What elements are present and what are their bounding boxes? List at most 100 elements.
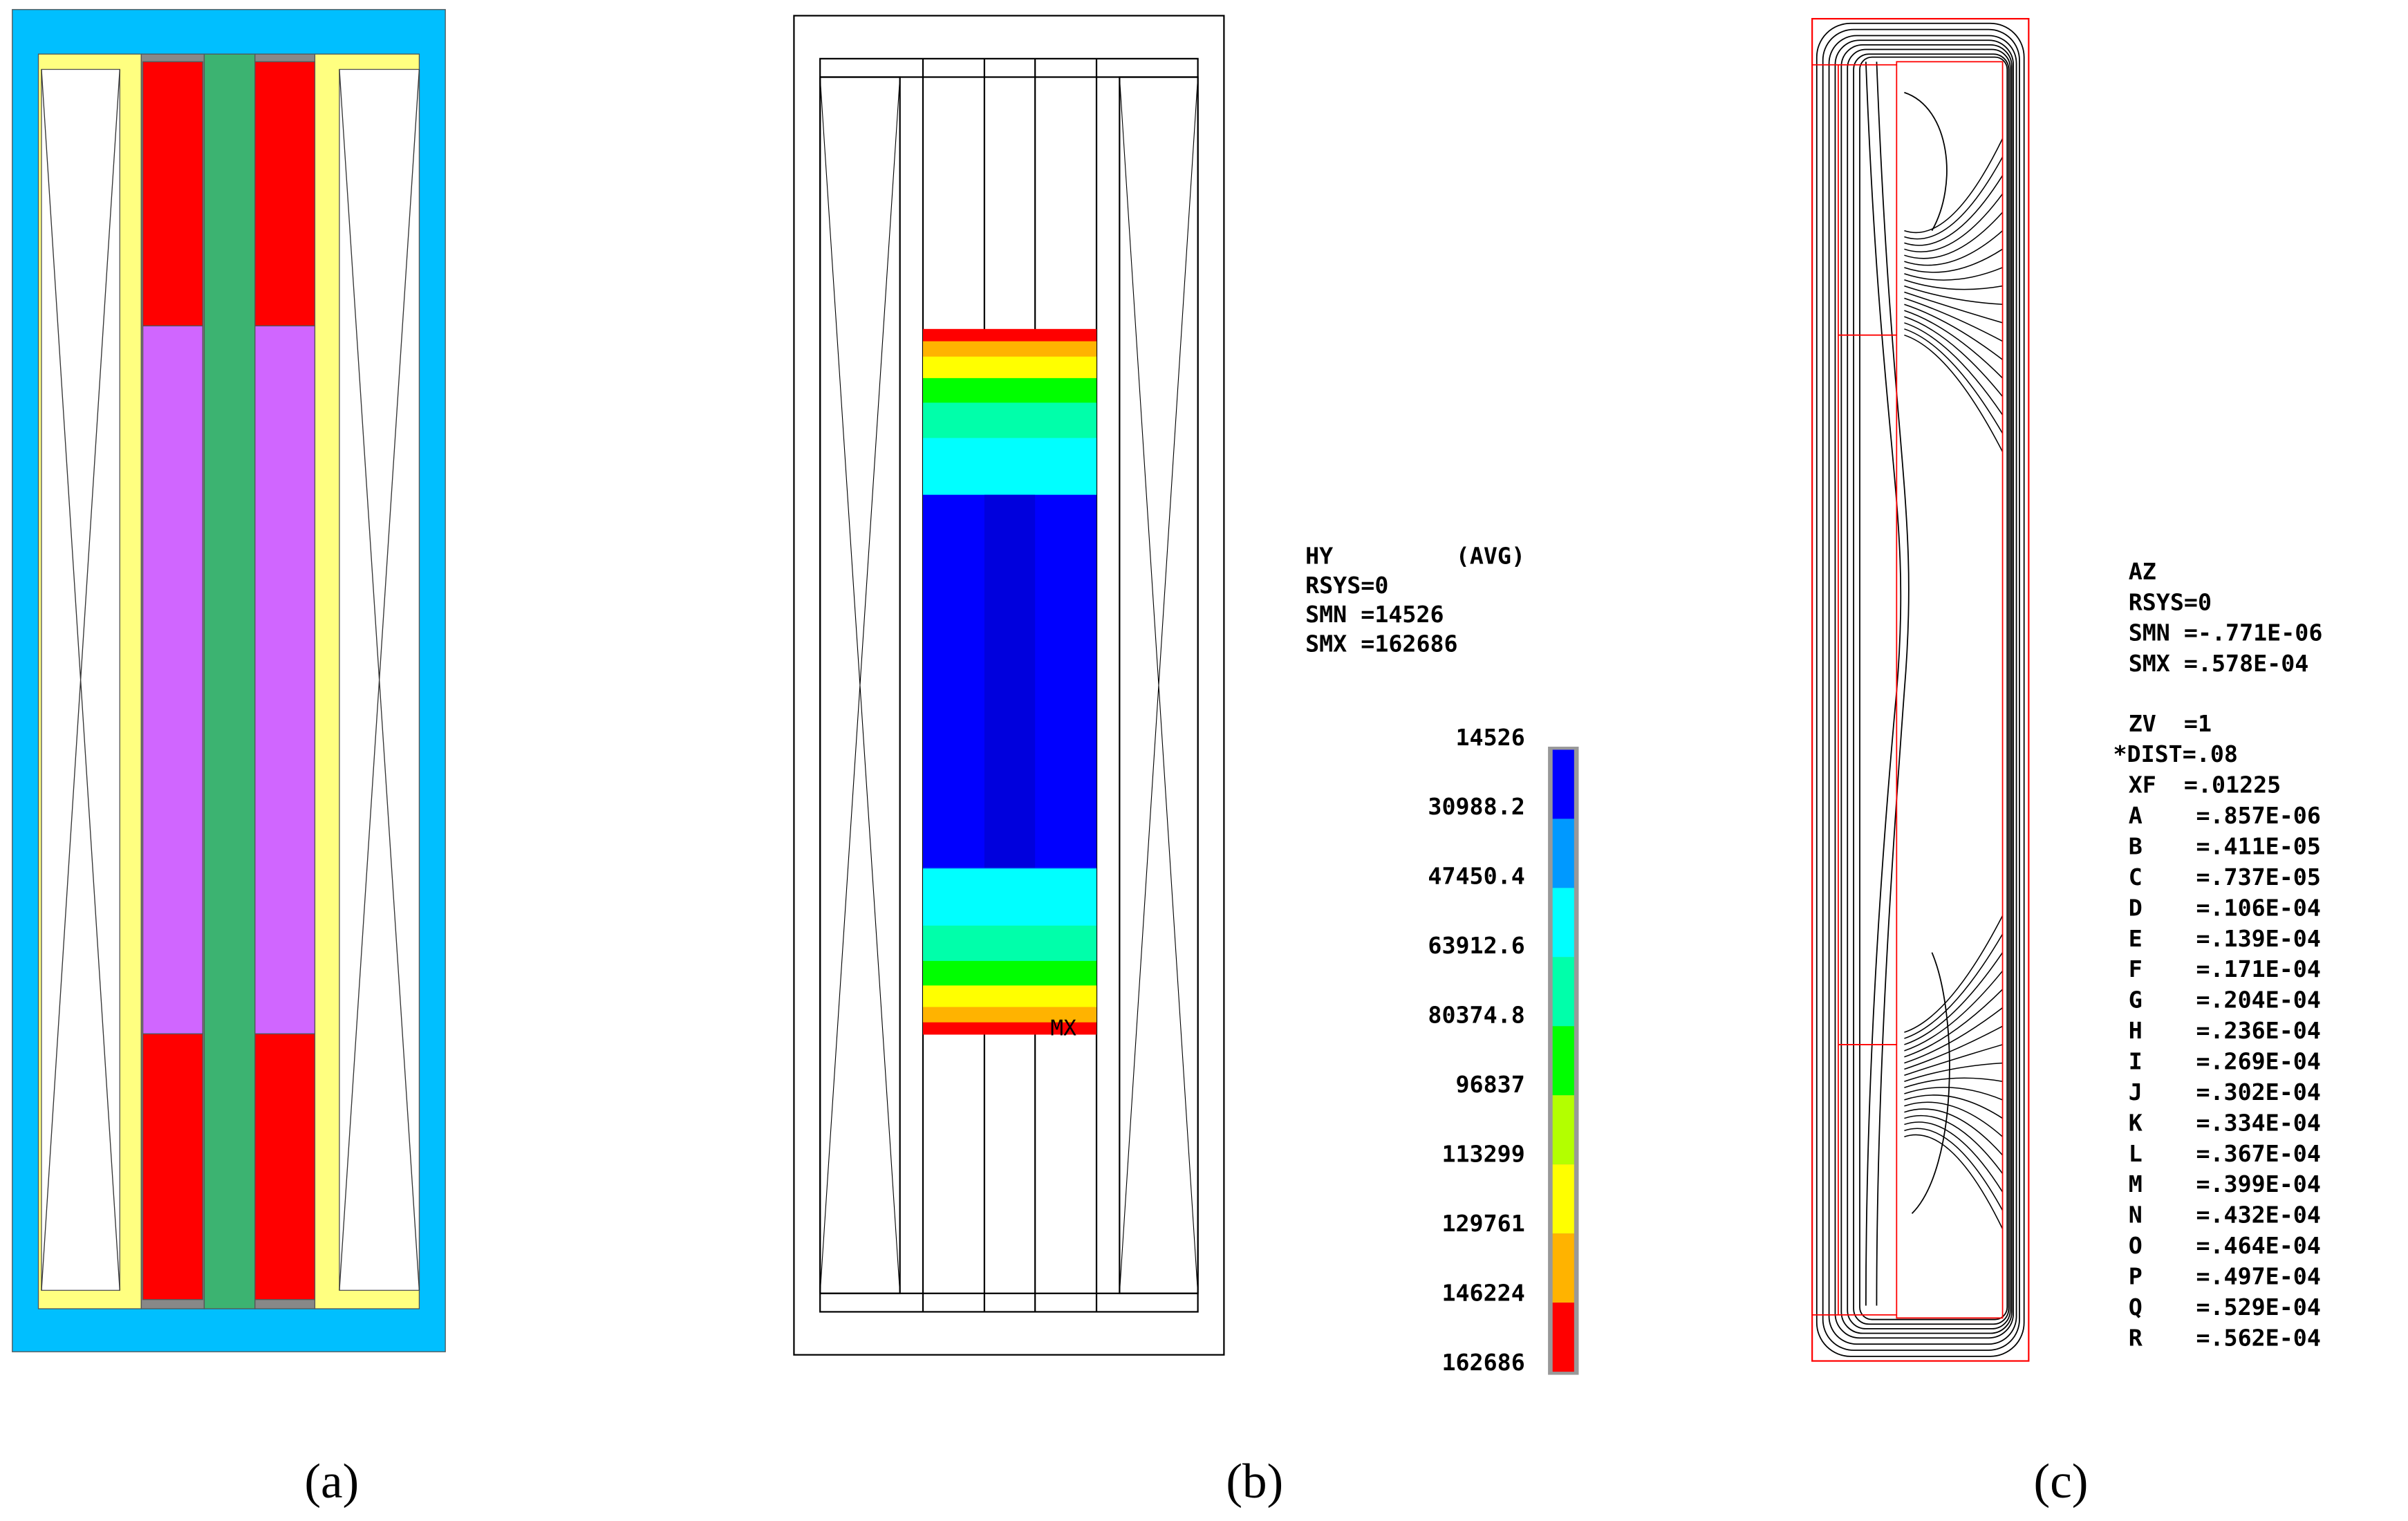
legend-value: 129761 (1441, 1210, 1524, 1237)
contour-letter: L (2129, 1140, 2143, 1167)
magnet (142, 1033, 203, 1300)
legend-info: SMN =14526 (1305, 601, 1444, 628)
legend-value: 47450.4 (1428, 863, 1524, 890)
coil-cross (339, 69, 420, 1291)
coil-cross (41, 69, 120, 1291)
contour-field (923, 328, 1097, 1035)
legend-value: 146224 (1441, 1279, 1524, 1306)
color-bar-band (1552, 1233, 1574, 1303)
contour-line (1904, 291, 2003, 324)
contour-letter: E (2129, 925, 2143, 952)
panel-c (1811, 18, 2030, 1362)
contour-line (1904, 1121, 2004, 1193)
contour-letter: P (2129, 1262, 2143, 1289)
legend-value: 30988.2 (1428, 793, 1524, 820)
contour-line (1904, 193, 2004, 252)
contour-line (1904, 1007, 2004, 1064)
contour-line (1904, 297, 2003, 342)
contour-line (1904, 915, 2004, 1033)
contour-line (1904, 952, 2004, 1045)
caption: (c) (2034, 1455, 2089, 1509)
contour-letter: Q (2129, 1294, 2143, 1321)
contour-value: =.737E-05 (2196, 864, 2320, 890)
outline (793, 15, 1225, 1356)
contour-band (923, 438, 1097, 496)
contour-value: =.269E-04 (2196, 1047, 2320, 1074)
contour-value: =.302E-04 (2196, 1079, 2320, 1105)
contour-letter: F (2129, 955, 2143, 982)
contour-line (1904, 285, 2003, 306)
contour-line (1904, 138, 2004, 234)
contour-letter: K (2129, 1109, 2143, 1136)
contour-line (1904, 933, 2004, 1039)
contour-line (1904, 212, 2004, 259)
contour-value: =.171E-04 (2196, 955, 2320, 982)
contour-band (923, 868, 1097, 926)
contour-lines (1904, 138, 2004, 1229)
contour-band (923, 985, 1097, 1007)
legend-setting: *DIST=.08 (2113, 740, 2238, 767)
caption: (b) (1226, 1455, 1283, 1509)
max-marker: MX (1050, 1016, 1076, 1041)
contour-value: =.432E-04 (2196, 1202, 2320, 1229)
contour-value: =.562E-04 (2196, 1324, 2320, 1351)
armature (254, 325, 316, 1035)
contour-letter: B (2129, 832, 2143, 859)
contour-letter: H (2129, 1017, 2143, 1044)
contour-line (1904, 1128, 2004, 1211)
legend-value: 96837 (1456, 1071, 1525, 1098)
coil (819, 76, 901, 1294)
contour-value: =.106E-04 (2196, 894, 2320, 921)
magnet (142, 61, 203, 327)
contour-line (1904, 1077, 2003, 1088)
contour-line (1904, 230, 2004, 266)
color-bar-band (1552, 749, 1574, 819)
contour-value: =.411E-05 (2196, 832, 2320, 859)
contour-letter: A (2129, 802, 2143, 829)
shaft-band (984, 494, 1036, 868)
contour-line (1904, 1044, 2003, 1076)
contour-line (1904, 310, 2004, 379)
color-bar-band (1552, 819, 1574, 888)
contour-letter: N (2129, 1202, 2143, 1229)
contour-line (1904, 1025, 2003, 1070)
armature (142, 325, 203, 1035)
contour-line (1904, 267, 2003, 281)
coil (1119, 76, 1199, 1294)
contour-line (1904, 1101, 2004, 1137)
legend-info: RSYS=0 (1305, 572, 1388, 599)
legend-setting: ZV =1 (2129, 710, 2212, 737)
contour-line (1904, 248, 2003, 273)
contour-line (1904, 1114, 2004, 1174)
contour-line (1904, 1087, 2003, 1101)
contour-band (923, 924, 1097, 961)
contour-letter: R (2129, 1324, 2143, 1351)
contour-line (1904, 1134, 2004, 1229)
coil-cross (1119, 77, 1199, 1294)
contour-letter: D (2129, 894, 2143, 921)
contour-line (1904, 316, 2004, 398)
legend-title: (AVG) (1456, 543, 1525, 570)
color-bar-band (1552, 1095, 1574, 1165)
contour-band (923, 1006, 1097, 1023)
contour-line (1904, 1062, 2003, 1082)
legend-c: AZ RSYS=0 SMN =-.771E-06 SMX =.578E-04 ZV =1… (2113, 558, 2323, 1351)
legend-info: AZ (2129, 558, 2156, 585)
legend-value: 14526 (1456, 724, 1525, 751)
legend-setting: XF =.01225 (2129, 772, 2281, 799)
contour-band (923, 328, 1097, 342)
contour-line (1904, 175, 2004, 246)
region-lines (1812, 61, 2004, 1319)
magnet (254, 61, 316, 327)
contour-letter: J (2129, 1079, 2143, 1105)
contour-line (1904, 334, 2004, 452)
legend-title: HY (1305, 543, 1333, 570)
contour-line (1904, 328, 2004, 434)
contour-letter: I (2129, 1047, 2143, 1074)
legend-info: SMN =-.771E-06 (2129, 619, 2323, 646)
contour-value: =.204E-04 (2196, 987, 2320, 1014)
caption: (a) (304, 1455, 359, 1509)
